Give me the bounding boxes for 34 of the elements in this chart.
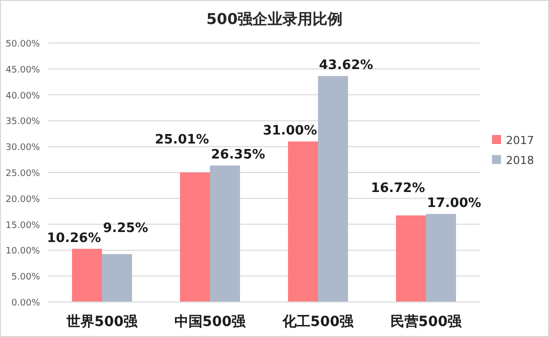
y-tick-label: 30.00% xyxy=(6,143,40,154)
bar xyxy=(426,214,456,302)
x-tick-label: 中国500强 xyxy=(174,314,247,330)
y-tick-label: 35.00% xyxy=(6,117,40,128)
data-label: 16.72% xyxy=(370,180,425,196)
y-tick-label: 45.00% xyxy=(6,65,40,76)
data-label: 31.00% xyxy=(262,123,317,138)
legend-label: 2017 xyxy=(506,134,534,147)
y-tick-label: 0.00% xyxy=(11,298,40,308)
x-tick-label: 化工500强 xyxy=(281,314,355,330)
bar xyxy=(72,248,102,302)
y-tick-label: 40.00% xyxy=(6,91,40,102)
data-label: 17.00% xyxy=(427,196,482,211)
y-tick-label: 25.00% xyxy=(6,169,40,179)
bar xyxy=(102,254,132,302)
y-tick-label: 20.00% xyxy=(6,194,40,205)
y-tick-label: 10.00% xyxy=(6,246,40,257)
bar xyxy=(288,141,318,302)
y-tick-label: 50.00% xyxy=(6,40,40,50)
bar xyxy=(318,76,348,302)
data-label: 43.62% xyxy=(319,58,374,74)
data-label: 10.26% xyxy=(46,230,101,246)
bar xyxy=(396,215,426,302)
y-tick-label: 15.00% xyxy=(6,220,40,231)
bar xyxy=(180,172,210,302)
x-tick-label: 民营500强 xyxy=(390,314,463,330)
bar xyxy=(210,166,240,302)
data-label: 9.25% xyxy=(103,221,148,236)
chart-title: 500强企业录用比例 xyxy=(206,10,343,28)
data-label: 26.35% xyxy=(211,148,266,163)
data-label: 25.01% xyxy=(154,132,209,148)
legend-label: 2018 xyxy=(506,154,534,167)
x-tick-label: 世界500强 xyxy=(65,314,139,330)
y-tick-label: 5.00% xyxy=(11,272,40,283)
